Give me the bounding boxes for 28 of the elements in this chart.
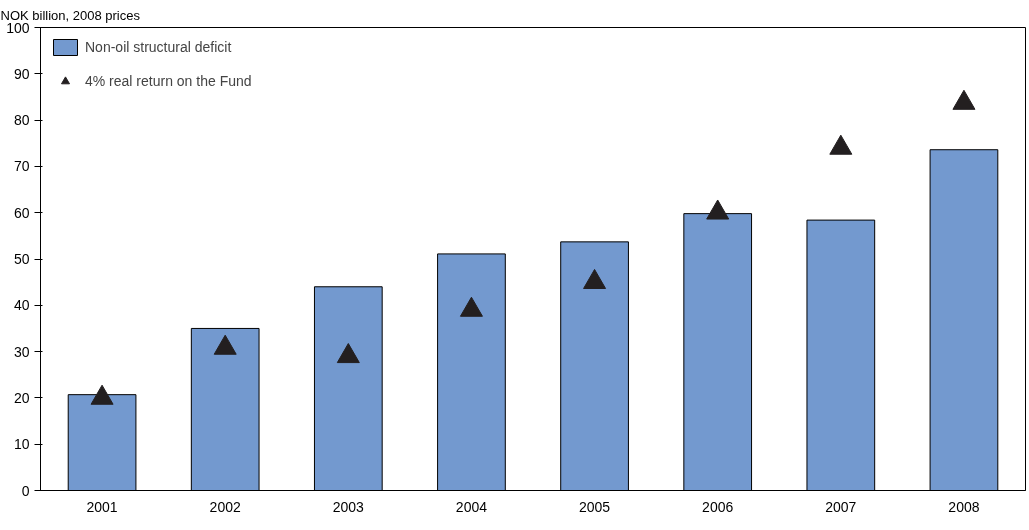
point: [336, 343, 360, 364]
y-tick-label: 10: [13, 436, 30, 453]
legend-label: 4% real return on the Fund: [85, 73, 252, 89]
x-tick-label: 2006: [702, 498, 734, 515]
x-tick-label: 2007: [825, 498, 857, 515]
y-tick-label: 70: [13, 158, 30, 175]
point: [706, 199, 730, 220]
y-tick-label: 60: [13, 204, 30, 221]
y-tick-label: 30: [13, 343, 30, 360]
x-tick-label: 2003: [332, 498, 365, 515]
y-tick-label: 40: [13, 297, 30, 314]
x-tick-label: 2004: [455, 498, 488, 515]
legend-label: Non-oil structural deficit: [85, 39, 232, 55]
y-tick-label: 90: [13, 65, 30, 82]
point: [583, 268, 607, 289]
x-tick-label: 2008: [948, 498, 980, 515]
y-tick-label: 80: [13, 112, 30, 129]
y-tick-label: 50: [13, 251, 30, 267]
x-tick-label: 2001: [86, 498, 118, 515]
point: [829, 134, 853, 155]
point: [90, 384, 114, 405]
x-tick-label: 2002: [209, 498, 241, 515]
point: [459, 296, 483, 317]
point: [952, 89, 976, 110]
point: [213, 334, 237, 355]
y-tick-label: 20: [13, 389, 30, 406]
y-tick-label: 0: [21, 482, 30, 499]
x-tick-label: 2005: [578, 498, 611, 515]
